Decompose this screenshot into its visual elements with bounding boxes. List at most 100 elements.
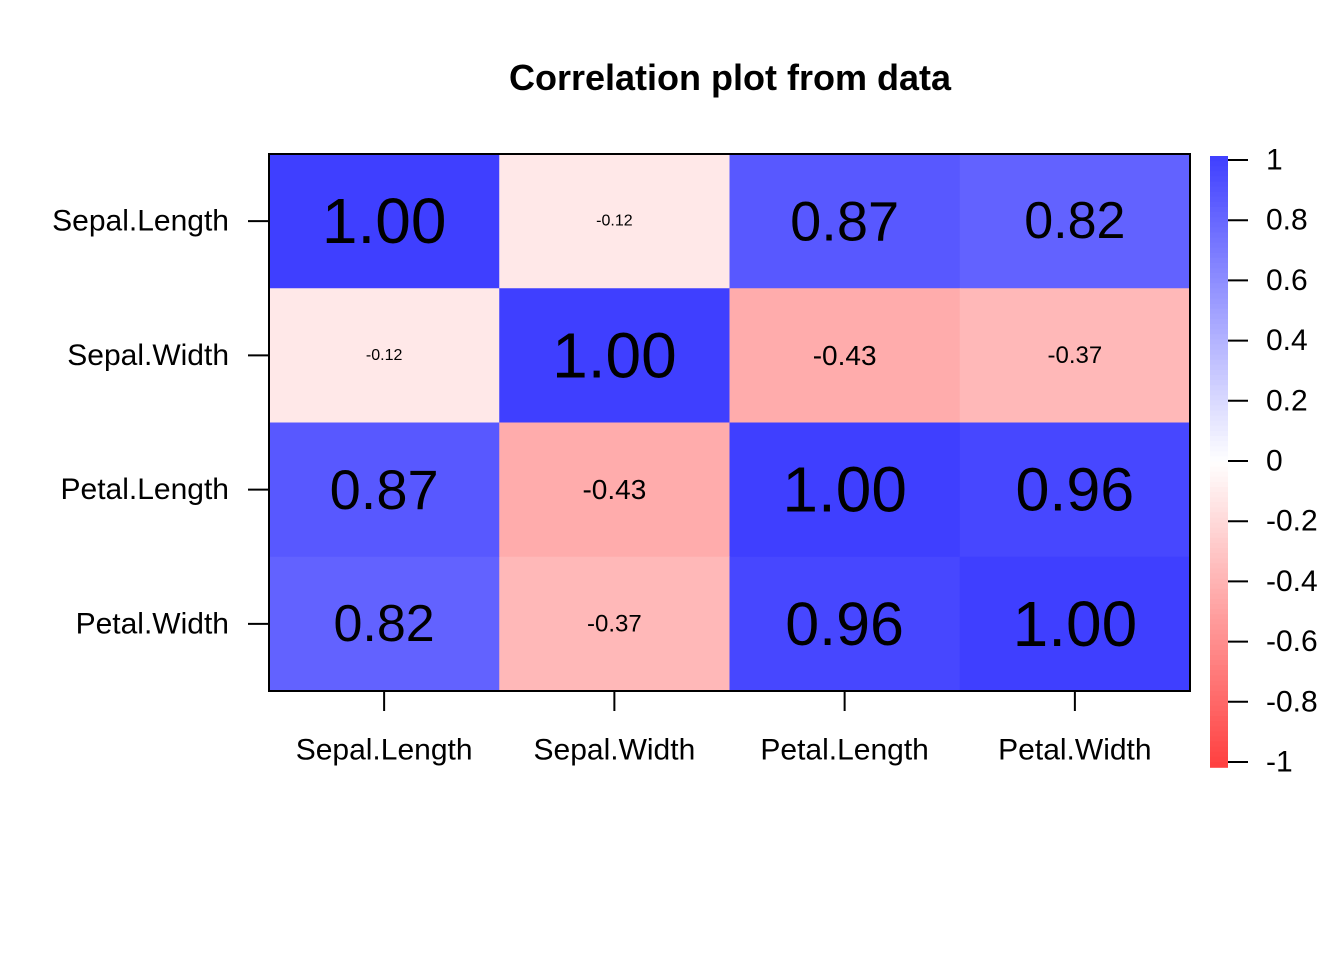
colorbar-segment bbox=[1210, 400, 1228, 407]
colorbar-segment bbox=[1210, 486, 1228, 493]
colorbar-tick-label: 0.8 bbox=[1266, 204, 1308, 237]
cell-value-label: -0.37 bbox=[587, 610, 642, 637]
cell-value-label: 1.00 bbox=[552, 319, 677, 391]
cell-value-label: 1.00 bbox=[782, 454, 907, 526]
colorbar-segment bbox=[1210, 639, 1228, 646]
colorbar-segment bbox=[1210, 181, 1228, 188]
cell-value-label: 1.00 bbox=[1013, 588, 1138, 660]
colorbar-segment bbox=[1210, 415, 1228, 422]
colorbar-segment bbox=[1210, 339, 1228, 346]
heatmap-cell bbox=[959, 154, 1191, 289]
heatmap-cell bbox=[729, 154, 961, 289]
colorbar-segment bbox=[1210, 420, 1228, 427]
colorbar-segment bbox=[1210, 313, 1228, 320]
colorbar-segment bbox=[1210, 705, 1228, 712]
colorbar-segment bbox=[1210, 649, 1228, 656]
y-tick-label: Petal.Length bbox=[61, 473, 229, 506]
cell-value-label: 0.82 bbox=[334, 595, 435, 653]
colorbar-segment bbox=[1210, 629, 1228, 636]
y-axis: Sepal.Length Sepal.Width Petal.Length Petal… bbox=[52, 205, 269, 640]
cell-value-label: 0.87 bbox=[330, 458, 439, 521]
colorbar-segment bbox=[1210, 716, 1228, 722]
colorbar-segment bbox=[1210, 756, 1228, 763]
colorbar-segment bbox=[1210, 761, 1228, 768]
colorbar-segment bbox=[1210, 583, 1228, 590]
colorbar-segment bbox=[1210, 751, 1228, 758]
x-tick-label: Petal.Width bbox=[998, 734, 1151, 767]
colorbar-segment bbox=[1210, 522, 1228, 529]
colorbar-segment bbox=[1210, 670, 1228, 677]
colorbar-segment bbox=[1210, 497, 1228, 504]
colorbar-segment bbox=[1210, 660, 1228, 666]
colorbar-segment bbox=[1210, 710, 1228, 717]
cell-value-label: 0.87 bbox=[790, 190, 899, 253]
colorbar-segment bbox=[1210, 201, 1228, 208]
colorbar-segment bbox=[1210, 456, 1228, 463]
colorbar-segment bbox=[1210, 446, 1228, 453]
colorbar-segment bbox=[1210, 578, 1228, 585]
colorbar-segment bbox=[1210, 517, 1228, 524]
colorbar-tick-label: 0.2 bbox=[1266, 384, 1308, 417]
colorbar-segment bbox=[1210, 736, 1228, 743]
colorbar-segment bbox=[1210, 568, 1228, 575]
colorbar-segment bbox=[1210, 492, 1228, 498]
cell-value-label: -0.43 bbox=[813, 340, 877, 371]
plot-frame bbox=[268, 153, 1191, 692]
colorbar-segment bbox=[1210, 507, 1228, 514]
colorbar-segment bbox=[1210, 476, 1228, 483]
colorbar-segment bbox=[1210, 283, 1228, 290]
colorbar-segment bbox=[1210, 644, 1228, 651]
colorbar-segment bbox=[1210, 176, 1228, 183]
colorbar-segment bbox=[1210, 242, 1228, 249]
colorbar-segment bbox=[1210, 349, 1228, 356]
cell-value-label: -0.37 bbox=[1048, 342, 1103, 369]
colorbar-segment bbox=[1210, 395, 1228, 402]
colorbar-segment bbox=[1210, 548, 1228, 554]
colorbar-segment bbox=[1210, 232, 1228, 239]
colorbar-segment bbox=[1210, 293, 1228, 300]
colorbar-segment bbox=[1210, 217, 1228, 223]
colorbar-segment bbox=[1210, 191, 1228, 198]
colorbar-segment bbox=[1210, 380, 1228, 386]
colorbar-segment bbox=[1210, 588, 1228, 595]
colorbar-segment bbox=[1210, 680, 1228, 687]
colorbar-segment bbox=[1210, 196, 1228, 203]
colorbar-segment bbox=[1210, 563, 1228, 570]
colorbar-segment bbox=[1210, 532, 1228, 539]
colorbar-segment bbox=[1210, 619, 1228, 626]
chart-title: Correlation plot from data bbox=[509, 57, 952, 98]
colorbar-segment bbox=[1210, 604, 1228, 610]
colorbar-segment bbox=[1210, 252, 1228, 259]
colorbar-segment bbox=[1210, 359, 1228, 366]
colorbar-segment bbox=[1210, 161, 1228, 167]
colorbar-segment bbox=[1210, 441, 1228, 448]
colorbar-segment bbox=[1210, 436, 1228, 442]
colorbar-segment bbox=[1210, 542, 1228, 549]
cell-value-label: 1.00 bbox=[322, 185, 447, 257]
colorbar-segment bbox=[1210, 675, 1228, 682]
heatmap-cell bbox=[499, 556, 731, 692]
colorbar-segment bbox=[1210, 410, 1228, 417]
cell-value-label: -0.12 bbox=[596, 213, 633, 230]
colorbar-tick-label: 0.6 bbox=[1266, 264, 1308, 297]
colorbar-tick-label: -0.2 bbox=[1266, 505, 1318, 538]
heatmap-cell bbox=[269, 556, 500, 692]
cell-value-label: 0.96 bbox=[1016, 456, 1135, 524]
heatmap-cell bbox=[269, 288, 500, 424]
colorbar-segment bbox=[1210, 425, 1228, 432]
colorbar-segment bbox=[1210, 634, 1228, 641]
colorbar-segment bbox=[1210, 481, 1228, 488]
colorbar-segment bbox=[1210, 598, 1228, 605]
cell-value-label: 0.82 bbox=[1024, 192, 1125, 250]
colorbar-segment bbox=[1210, 288, 1228, 295]
colorbar-segment bbox=[1210, 614, 1228, 621]
cell-value-label: -0.12 bbox=[366, 347, 403, 364]
colorbar-segment bbox=[1210, 451, 1228, 458]
colorbar-segment bbox=[1210, 385, 1228, 392]
colorbar-segment bbox=[1210, 405, 1228, 412]
colorbar-segment bbox=[1210, 324, 1228, 330]
colorbar-segment bbox=[1210, 665, 1228, 672]
colorbar-segment bbox=[1210, 502, 1228, 509]
heatmap-cell bbox=[959, 288, 1191, 424]
